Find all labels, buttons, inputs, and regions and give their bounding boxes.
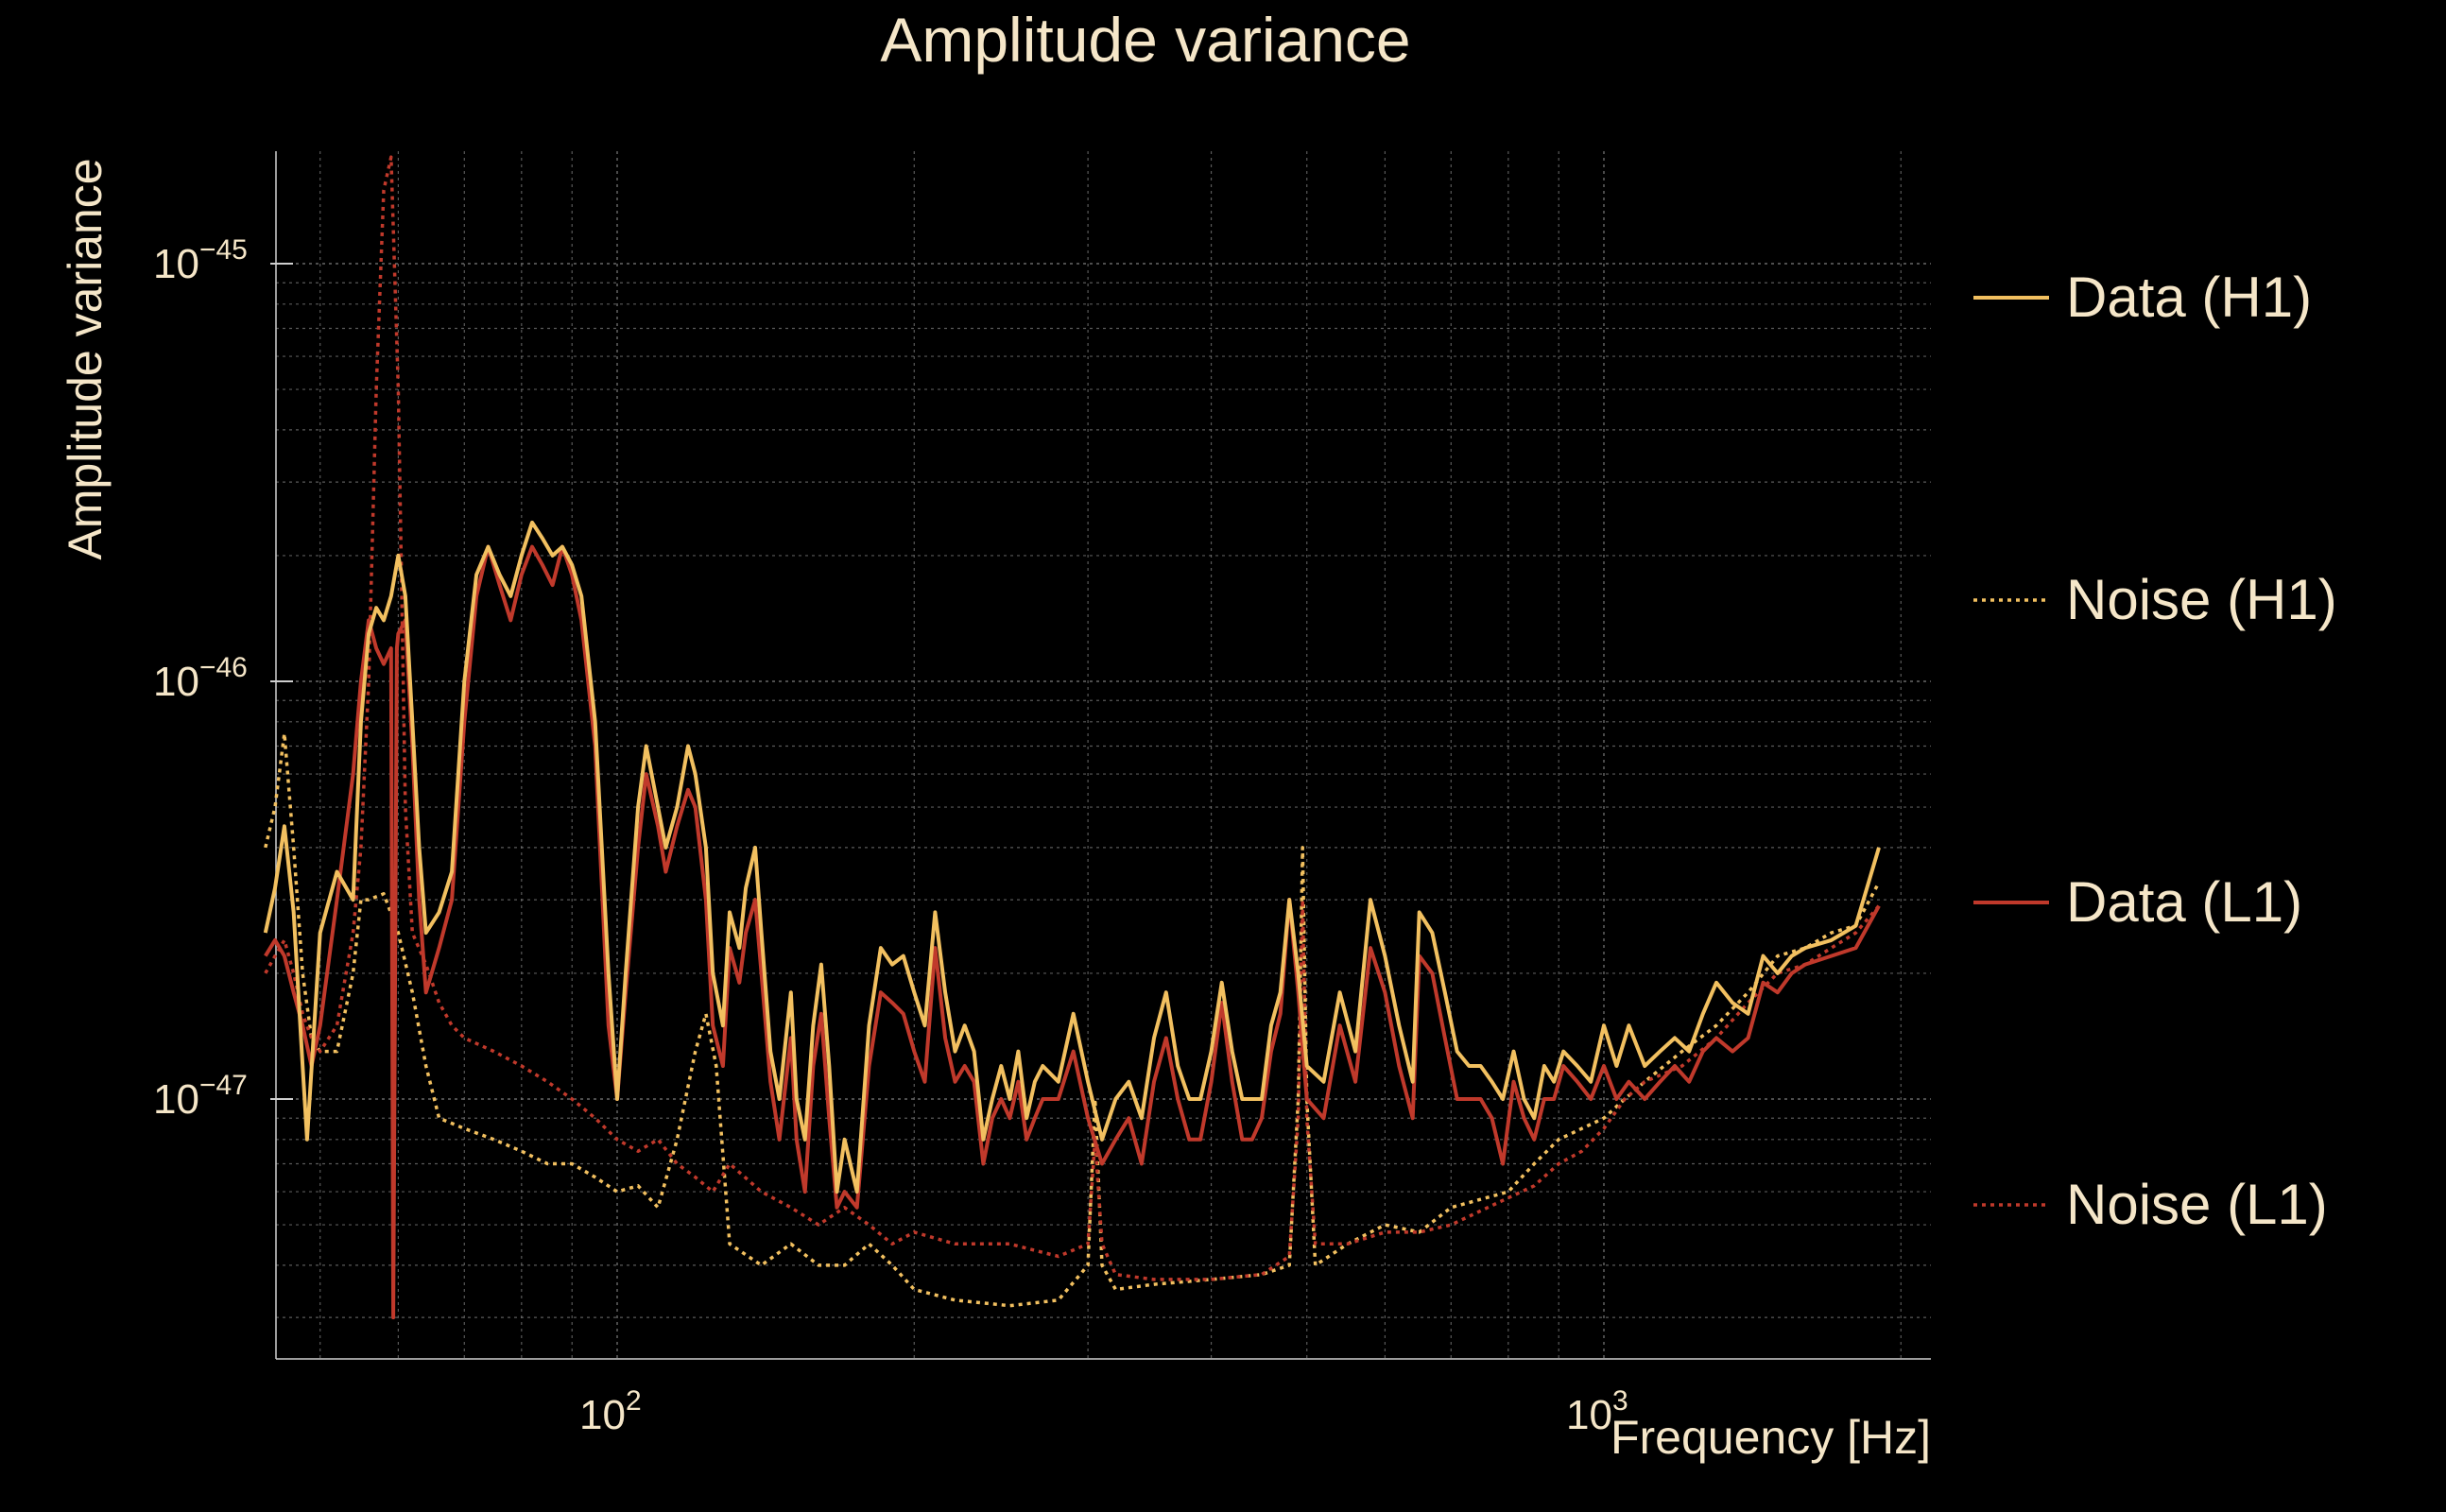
x-axis-label: Frequency [Hz]	[1611, 1411, 1931, 1464]
series-line-data-l1	[264, 544, 1881, 1320]
series-line-noise-l1	[264, 155, 1881, 1281]
x-tick-label: 103	[1566, 1385, 1628, 1438]
legend: Data (H1) Noise (H1) Data (L1) Noise (L1)	[1973, 266, 2337, 1236]
y-tick-label: 10−45	[153, 234, 248, 287]
tick-labels: 10−45 10−46 10−47 102 103	[153, 234, 1628, 1438]
legend-label: Noise (L1)	[2066, 1173, 2328, 1236]
legend-label: Noise (H1)	[2066, 568, 2337, 631]
series-line-data-h1	[263, 520, 1881, 1194]
series-line-noise-h1	[264, 731, 1881, 1308]
plot-area	[263, 155, 1881, 1320]
y-axis-label: Amplitude variance	[59, 158, 112, 559]
y-tick-label: 10−46	[153, 652, 248, 705]
chart-title: Amplitude variance	[880, 5, 1410, 75]
legend-label: Data (H1)	[2066, 266, 2312, 329]
y-tick-label: 10−47	[153, 1070, 248, 1123]
x-tick-label: 102	[579, 1385, 642, 1438]
legend-label: Data (L1)	[2066, 870, 2302, 934]
axes	[270, 151, 1931, 1360]
